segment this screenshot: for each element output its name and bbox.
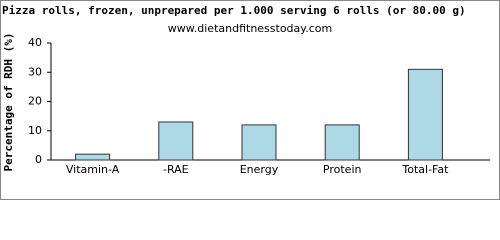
bar — [241, 124, 277, 161]
chart-subtitle: www.dietandfitnesstoday.com — [168, 22, 332, 35]
x-tick-label: Total-Fat — [401, 163, 449, 176]
bar — [158, 121, 194, 161]
x-tick-label: -RAE — [163, 163, 189, 176]
bar — [407, 68, 443, 161]
chart-title: Pizza rolls, frozen, unprepared per 1.00… — [2, 4, 466, 17]
x-tick-label: Energy — [240, 163, 279, 176]
y-tick-label: 30 — [28, 65, 42, 78]
y-axis-label: Percentage of RDH (%) — [2, 32, 15, 171]
x-tick-label: Protein — [323, 163, 362, 176]
y-tick-label: 20 — [28, 95, 42, 108]
y-tick-label: 10 — [28, 124, 42, 137]
y-tick-label: 40 — [28, 36, 42, 49]
bar — [75, 153, 111, 161]
chart: Pizza rolls, frozen, unprepared per 1.00… — [0, 0, 500, 200]
x-tick-label: Vitamin-A — [66, 163, 120, 176]
y-tick-label: 0 — [35, 153, 42, 166]
bar — [324, 124, 360, 161]
